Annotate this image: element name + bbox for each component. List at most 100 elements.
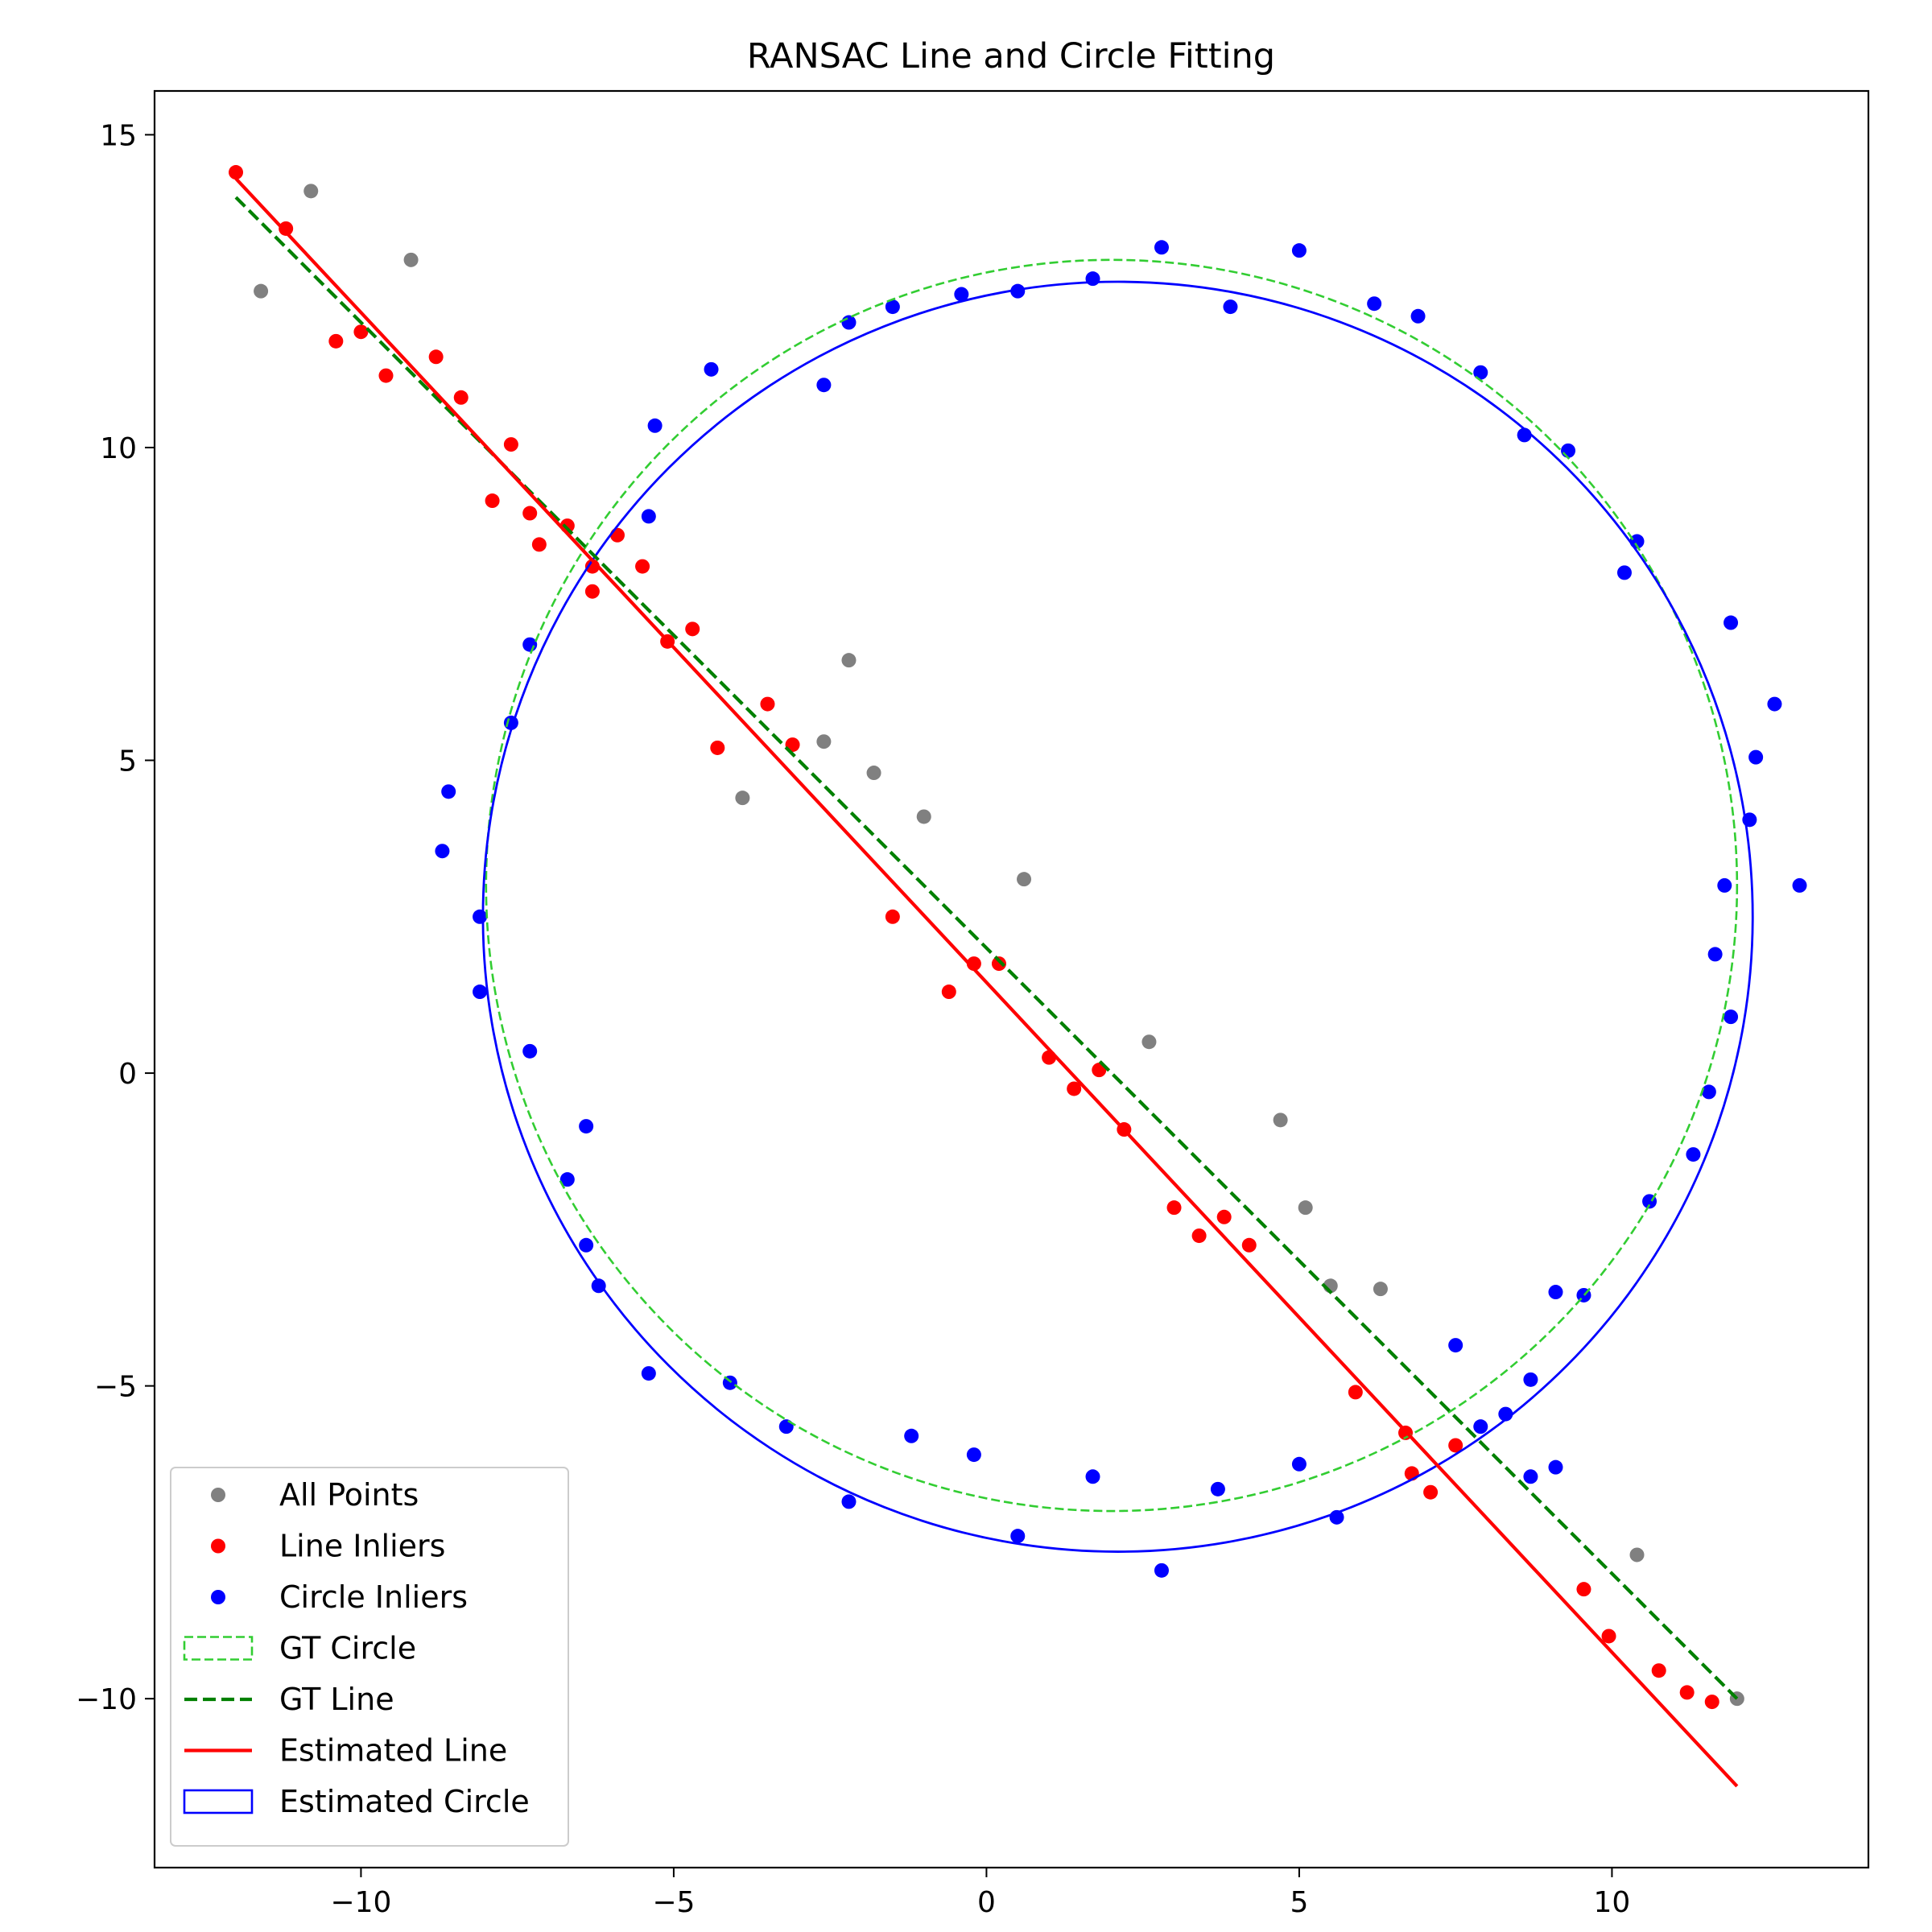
line-inliers-point	[378, 368, 394, 383]
circle-inliers-point	[559, 1172, 575, 1187]
all-points-point	[1373, 1282, 1388, 1297]
circle-inliers-point	[1686, 1147, 1701, 1162]
circle-inliers-point	[1548, 1459, 1563, 1475]
circle-inliers-point	[441, 784, 456, 799]
circle-inliers-point	[435, 844, 450, 859]
line-inliers-point	[279, 221, 294, 236]
line-inliers-point	[1241, 1237, 1257, 1253]
circle-inliers-point	[1548, 1285, 1563, 1300]
line-inliers-point	[1448, 1438, 1463, 1453]
line-inliers-point	[522, 506, 538, 521]
legend-patch-estimated-circle	[183, 1789, 254, 1814]
legend-item-line-inliers: Line Inliers	[211, 1529, 445, 1564]
x-tick-label: 5	[1290, 1886, 1308, 1919]
circle-inliers-point	[522, 1043, 538, 1059]
all-points-point	[866, 766, 881, 781]
circle-inliers-point	[1367, 296, 1382, 312]
legend-marker-circle-inliers	[211, 1590, 225, 1604]
legend-marker-line-inliers	[211, 1538, 225, 1554]
line-inliers-point	[1651, 1663, 1666, 1678]
line-inliers-point	[1166, 1200, 1182, 1216]
all-points-series	[254, 184, 1744, 1707]
circle-inliers-series	[435, 240, 1807, 1578]
circle-inliers-point	[1210, 1481, 1225, 1496]
line-inliers-point	[991, 956, 1006, 972]
plot-frame	[153, 89, 1870, 1869]
all-points-point	[254, 283, 269, 299]
circle-inliers-point	[1523, 1469, 1538, 1484]
circle-inliers-point	[1154, 1563, 1169, 1578]
legend-marker-all-points	[211, 1488, 225, 1502]
circle-inliers-point	[704, 361, 719, 377]
line-inliers-point	[1348, 1385, 1363, 1400]
all-points-point	[1298, 1200, 1313, 1216]
legend: All Points Line Inliers Circle Inliers GT C…	[170, 1467, 569, 1847]
line-inliers-point	[1067, 1081, 1082, 1096]
all-points-point	[1629, 1547, 1645, 1563]
all-points-point	[735, 791, 750, 806]
x-tick-label: −5	[652, 1886, 695, 1919]
all-points-point	[403, 252, 419, 267]
y-tick-label: 15	[100, 119, 137, 152]
line-inliers-point	[531, 537, 547, 552]
line-inliers-point	[1191, 1228, 1207, 1244]
all-points-point	[1141, 1034, 1157, 1050]
line-inliers-point	[635, 559, 650, 574]
legend-item-all-points: All Points	[211, 1477, 419, 1513]
circle-inliers-point	[1010, 283, 1026, 299]
circle-inliers-point	[1085, 1469, 1100, 1484]
all-points-point	[841, 653, 857, 668]
line-inliers-point	[1216, 1209, 1232, 1224]
x-axis: −10 −5 0 5 10	[330, 1868, 1630, 1919]
circle-inliers-point	[966, 1447, 981, 1463]
x-tick-label: 10	[1594, 1886, 1631, 1919]
line-inliers-point	[584, 584, 600, 599]
circle-inliers-point	[816, 378, 832, 393]
line-inliers-point	[1601, 1629, 1616, 1644]
circle-inliers-point	[1561, 443, 1576, 458]
legend-item-circle-inliers: Circle Inliers	[211, 1579, 468, 1615]
line-inliers-point	[710, 740, 725, 755]
circle-inliers-point	[579, 1119, 594, 1134]
estimated-line-path	[234, 177, 1739, 1788]
line-inliers-point	[328, 333, 344, 349]
circle-inliers-point	[1448, 1338, 1463, 1353]
line-inliers-point	[353, 324, 369, 340]
line-inliers-point	[453, 390, 469, 405]
line-inliers-point	[760, 696, 775, 712]
circle-inliers-point	[1717, 877, 1732, 893]
circle-inliers-point	[1291, 243, 1307, 258]
legend-label: Line Inliers	[279, 1529, 445, 1564]
all-points-point	[916, 809, 931, 824]
circle-inliers-point	[841, 315, 857, 330]
circle-inliers-point	[1767, 696, 1782, 712]
circle-inliers-point	[1010, 1529, 1026, 1544]
legend-item-gt-circle: GT Circle	[183, 1631, 416, 1666]
line-inliers-point	[229, 165, 244, 180]
legend-label: GT Circle	[279, 1631, 416, 1666]
all-points-point	[816, 734, 832, 749]
estimated-circle-shape	[481, 280, 1754, 1553]
plot-area	[229, 165, 1807, 1788]
circle-inliers-point	[647, 418, 663, 433]
x-tick-label: −10	[330, 1886, 391, 1919]
y-tick-label: 10	[100, 432, 137, 465]
all-points-point	[303, 184, 319, 199]
legend-label: Estimated Circle	[279, 1784, 530, 1819]
circle-inliers-point	[1085, 271, 1100, 287]
circle-inliers-point	[1724, 615, 1739, 630]
legend-label: Estimated Line	[279, 1733, 507, 1769]
x-tick-label: 0	[977, 1886, 996, 1919]
legend-label: Circle Inliers	[279, 1579, 468, 1615]
y-tick-label: 5	[118, 745, 137, 778]
circle-inliers-point	[1616, 565, 1632, 580]
circle-inliers-point	[778, 1419, 794, 1435]
legend-label: All Points	[279, 1477, 419, 1513]
circle-inliers-point	[1523, 1372, 1538, 1387]
circle-inliers-point	[641, 1366, 656, 1381]
circle-inliers-point	[473, 909, 488, 924]
line-inliers-point	[685, 621, 700, 637]
circle-inliers-point	[1473, 1419, 1488, 1435]
circle-inliers-point	[1473, 365, 1488, 380]
line-inliers-point	[485, 493, 500, 509]
